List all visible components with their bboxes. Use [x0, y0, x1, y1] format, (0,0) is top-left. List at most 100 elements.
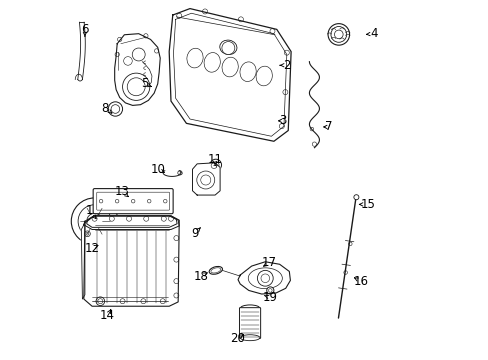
Text: 13: 13: [114, 185, 129, 198]
Circle shape: [168, 216, 173, 221]
Text: 14: 14: [100, 309, 115, 322]
Circle shape: [282, 90, 287, 95]
Text: 4: 4: [370, 27, 377, 40]
Circle shape: [210, 159, 221, 171]
Text: 18: 18: [193, 270, 208, 283]
Circle shape: [111, 105, 120, 113]
Circle shape: [174, 257, 179, 262]
Circle shape: [86, 213, 102, 229]
Circle shape: [132, 48, 145, 61]
Circle shape: [327, 24, 349, 45]
Circle shape: [115, 52, 119, 57]
Ellipse shape: [203, 53, 220, 72]
Text: 5: 5: [141, 77, 148, 90]
Circle shape: [330, 27, 346, 42]
FancyBboxPatch shape: [239, 308, 260, 338]
Circle shape: [222, 41, 234, 54]
Ellipse shape: [240, 305, 260, 312]
FancyBboxPatch shape: [97, 192, 169, 210]
Text: 3: 3: [279, 114, 286, 127]
Circle shape: [261, 274, 269, 283]
Polygon shape: [81, 221, 85, 299]
Text: 15: 15: [360, 198, 375, 211]
Ellipse shape: [256, 66, 272, 86]
Polygon shape: [83, 216, 179, 306]
Circle shape: [334, 30, 343, 39]
Circle shape: [143, 34, 148, 38]
Polygon shape: [86, 216, 177, 227]
Circle shape: [163, 199, 167, 203]
Text: 11: 11: [207, 153, 222, 166]
Circle shape: [211, 163, 217, 168]
Circle shape: [268, 289, 271, 292]
Text: 8: 8: [102, 102, 109, 115]
Circle shape: [115, 199, 119, 203]
Circle shape: [174, 293, 179, 298]
Circle shape: [98, 299, 102, 304]
Circle shape: [180, 172, 182, 175]
Circle shape: [127, 78, 145, 96]
Circle shape: [266, 287, 273, 294]
Circle shape: [269, 29, 274, 34]
Polygon shape: [238, 262, 290, 294]
Circle shape: [78, 205, 111, 238]
Circle shape: [99, 299, 103, 304]
Circle shape: [108, 102, 122, 116]
Circle shape: [343, 271, 346, 274]
Circle shape: [92, 216, 97, 221]
Circle shape: [154, 49, 159, 53]
Polygon shape: [192, 163, 220, 195]
Circle shape: [238, 17, 243, 22]
Text: 10: 10: [150, 163, 165, 176]
Circle shape: [71, 198, 118, 244]
Circle shape: [348, 242, 351, 246]
Circle shape: [312, 142, 316, 146]
Polygon shape: [83, 216, 179, 229]
Text: 6: 6: [81, 23, 88, 36]
Polygon shape: [169, 9, 290, 141]
Ellipse shape: [248, 268, 282, 289]
Circle shape: [279, 124, 284, 129]
FancyBboxPatch shape: [93, 189, 173, 214]
Circle shape: [309, 127, 313, 131]
Ellipse shape: [210, 268, 220, 273]
Ellipse shape: [209, 266, 222, 274]
Circle shape: [160, 299, 165, 304]
Circle shape: [143, 216, 148, 221]
Circle shape: [141, 299, 145, 304]
Circle shape: [84, 231, 90, 237]
Circle shape: [120, 299, 125, 304]
Circle shape: [178, 171, 182, 175]
Circle shape: [174, 279, 179, 284]
Ellipse shape: [222, 57, 238, 77]
Circle shape: [212, 162, 219, 168]
Polygon shape: [78, 22, 85, 80]
Circle shape: [174, 235, 179, 240]
Circle shape: [353, 195, 358, 200]
Text: 7: 7: [325, 121, 332, 134]
Text: 1: 1: [86, 204, 93, 217]
Circle shape: [257, 270, 273, 286]
Circle shape: [161, 216, 166, 221]
Circle shape: [131, 199, 135, 203]
Circle shape: [109, 216, 114, 221]
Text: 17: 17: [261, 256, 276, 269]
Circle shape: [96, 297, 104, 306]
Circle shape: [147, 199, 151, 203]
Circle shape: [196, 171, 214, 189]
Ellipse shape: [186, 48, 203, 68]
Circle shape: [284, 50, 289, 55]
Polygon shape: [115, 34, 160, 105]
Ellipse shape: [240, 62, 256, 81]
Ellipse shape: [240, 335, 260, 341]
Circle shape: [122, 73, 149, 100]
Circle shape: [201, 175, 210, 185]
Circle shape: [126, 216, 131, 221]
Text: 16: 16: [353, 275, 368, 288]
Circle shape: [123, 57, 132, 65]
Circle shape: [99, 199, 102, 203]
Text: 20: 20: [229, 332, 244, 345]
Circle shape: [176, 13, 182, 18]
Text: 9: 9: [191, 226, 198, 239]
Circle shape: [117, 37, 122, 41]
